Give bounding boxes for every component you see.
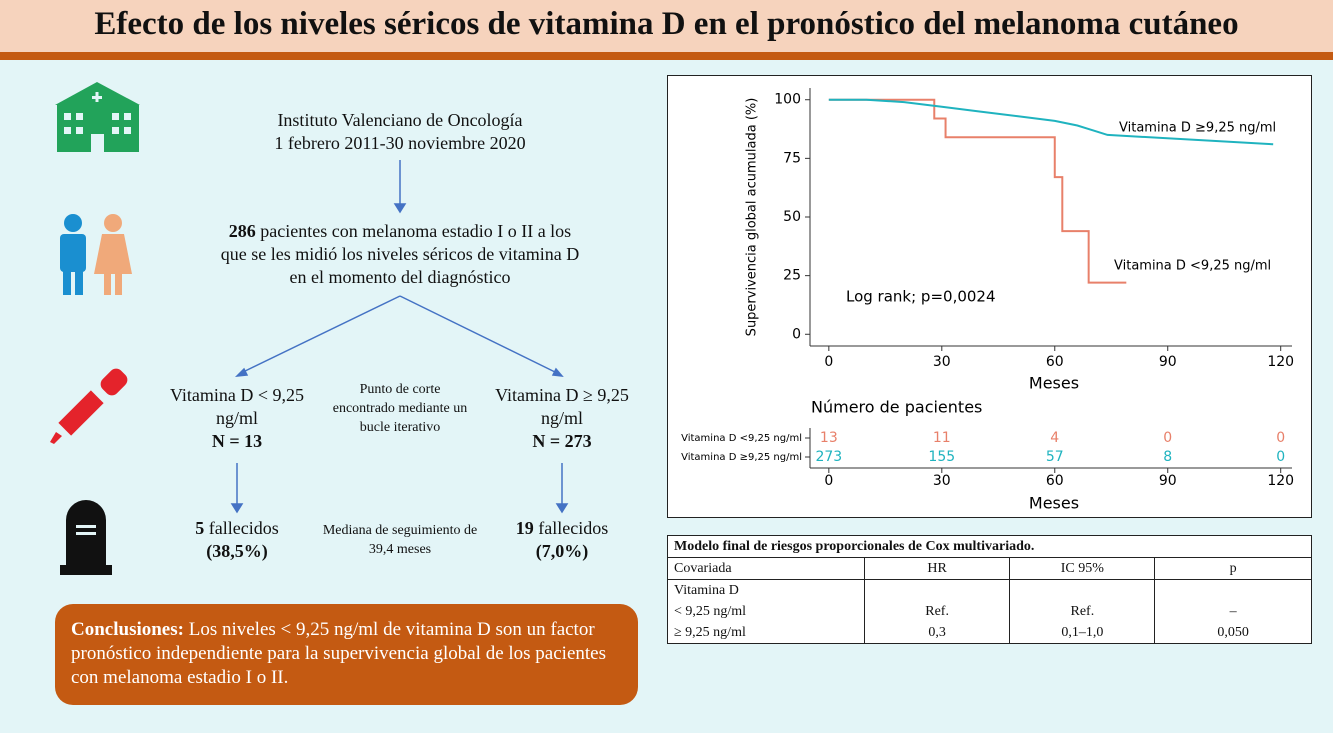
table-header: HR [863, 557, 1011, 580]
x-tick-label: 120 [1267, 354, 1294, 370]
group-label: Vitamina D < 9,25 ng/ml [169, 385, 305, 428]
dropper-icon [50, 368, 128, 444]
km-curve [828, 98, 1274, 146]
cohort-text: pacientes con melanoma estadio I o II a … [220, 221, 580, 287]
conclusion-text: Los niveles < 9,25 ng/ml de vitamina D s… [71, 619, 606, 688]
risk-x-tick-label: 30 [933, 473, 951, 489]
table-header: Covariada [667, 557, 865, 580]
risk-x-label: Meses [1029, 494, 1079, 513]
risk-row-label: Vitamina D ≥9,25 ng/ml [681, 452, 802, 463]
source: Instituto Valenciano de Oncología 1 febr… [230, 109, 570, 155]
conclusion: Conclusiones: Los niveles < 9,25 ng/ml d… [55, 604, 638, 705]
table-cell: Ref. [863, 601, 1011, 622]
risk-title: Número de pacientes [811, 398, 982, 417]
cohort: 286 pacientes con melanoma estadio I o I… [220, 220, 580, 289]
annotation: Log rank; p=0,0024 [846, 288, 996, 306]
cohort-count: 286 [228, 221, 256, 241]
x-tick-label: 60 [1046, 354, 1064, 370]
table-cell: 0,050 [1154, 622, 1312, 644]
left-group: Vitamina D < 9,25 ng/ml N = 13 [157, 384, 317, 453]
risk-value: 8 [1163, 449, 1172, 465]
table-header: IC 95% [1009, 557, 1156, 580]
table-cell: < 9,25 ng/ml [667, 601, 865, 622]
table-title: Modelo final de riesgos proporcionales d… [667, 535, 1312, 558]
y-axis-label: Supervivencia global acumulada (%) [745, 98, 760, 337]
risk-x-tick-label: 90 [1159, 473, 1177, 489]
km-chart: Supervivencia global acumulada (%) Meses… [681, 88, 1294, 513]
right-deaths: 19 fallecidos (7,0%) [482, 517, 642, 563]
risk-value: 0 [1276, 430, 1285, 446]
table-header: p [1154, 557, 1312, 580]
table-cell: Ref. [1009, 601, 1156, 622]
risk-value: 4 [1050, 430, 1059, 446]
arrows [230, 160, 569, 514]
risk-value: 0 [1163, 430, 1172, 446]
people-icon [60, 214, 132, 295]
risk-x-tick-label: 120 [1267, 473, 1294, 489]
risk-value: 155 [928, 449, 955, 465]
risk-x-tick-label: 60 [1046, 473, 1064, 489]
source-line: 1 febrero 2011-30 noviembre 2020 [274, 133, 526, 153]
cutoff-note: Punto de corte encontrado mediante un bu… [332, 382, 468, 435]
tombstone-icon [60, 500, 112, 575]
y-tick-label: 100 [774, 92, 801, 108]
deaths-text: fallecidos [208, 518, 279, 538]
source-line: Instituto Valenciano de Oncología [277, 110, 523, 130]
x-tick-label: 90 [1159, 354, 1177, 370]
conclusion-label: Conclusiones: [71, 619, 184, 640]
y-tick-label: 25 [783, 268, 801, 284]
deaths-count: 19 [515, 518, 534, 538]
x-axis-label: Meses [1029, 374, 1079, 393]
group-n: N = 13 [211, 431, 263, 451]
y-tick-label: 75 [783, 150, 801, 166]
risk-value: 57 [1046, 449, 1064, 465]
group-label: Vitamina D ≥ 9,25 ng/ml [495, 385, 629, 428]
y-tick-label: 50 [783, 209, 801, 225]
table-group: Vitamina D [667, 579, 865, 601]
table-cell: ≥ 9,25 ng/ml [667, 622, 865, 644]
title: Efecto de los niveles séricos de vitamin… [94, 6, 1239, 42]
deaths-percent: (38,5%) [206, 541, 268, 561]
km-curve [828, 98, 1127, 284]
x-tick-label: 30 [933, 354, 951, 370]
risk-value: 0 [1276, 449, 1285, 465]
group-n: N = 273 [532, 431, 592, 451]
table-cell: 0,1–1,0 [1009, 622, 1156, 644]
deaths-text: fallecidos [538, 518, 609, 538]
y-tick-label: 0 [792, 326, 801, 342]
deaths-percent: (7,0%) [535, 541, 589, 561]
risk-x-tick-label: 0 [824, 473, 833, 489]
header: Efecto de los niveles séricos de vitamin… [0, 0, 1333, 60]
risk-value: 13 [820, 430, 838, 446]
followup-note: Mediana de seguimiento de 39,4 meses [322, 523, 478, 557]
table-cell: – [1154, 601, 1312, 622]
x-tick-label: 0 [824, 354, 833, 370]
flow-graphics [50, 82, 569, 575]
left-deaths: 5 fallecidos (38,5%) [157, 517, 317, 563]
hospital-icon [55, 82, 140, 152]
risk-value: 273 [815, 449, 842, 465]
series-label: Vitamina D <9,25 ng/ml [1114, 259, 1271, 274]
deaths-count: 5 [195, 518, 205, 538]
cox-table: Modelo final de riesgos proporcionales d… [667, 535, 1312, 644]
risk-value: 11 [933, 430, 951, 446]
table-cell: 0,3 [863, 622, 1011, 644]
right-group: Vitamina D ≥ 9,25 ng/ml N = 273 [482, 384, 642, 453]
risk-row-label: Vitamina D <9,25 ng/ml [681, 433, 802, 444]
km-panel: Supervivencia global acumulada (%) Meses… [667, 75, 1312, 518]
series-label: Vitamina D ≥9,25 ng/ml [1119, 121, 1276, 136]
